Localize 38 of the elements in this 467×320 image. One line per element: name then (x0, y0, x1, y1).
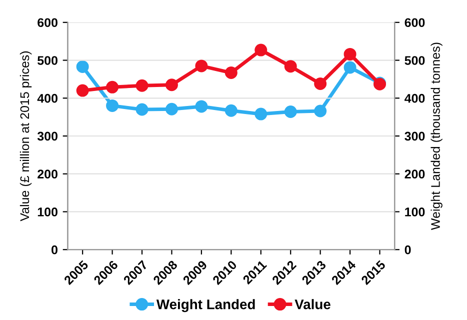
point (106, 80, 119, 94)
point (284, 106, 297, 118)
y2-tick-label: 500 (404, 56, 425, 65)
y2-tick-label: 200 (404, 170, 425, 179)
point (136, 103, 148, 116)
point (314, 104, 327, 118)
point (224, 104, 238, 117)
y2-axis-title: Weight Landed (thousand tonnes) (430, 42, 442, 230)
point (284, 60, 297, 73)
point (224, 66, 238, 80)
y2-tick-label: 100 (405, 208, 425, 216)
y2-tick-label: 0 (404, 245, 411, 254)
point (106, 99, 119, 112)
y-tick-label: 400 (37, 94, 58, 103)
point (165, 78, 178, 92)
point (254, 44, 268, 56)
point (76, 60, 89, 73)
point (165, 102, 178, 116)
point (344, 61, 356, 74)
y2-tick-label: 600 (404, 18, 425, 28)
point (195, 100, 208, 113)
y-tick-label: 500 (38, 56, 58, 65)
y-tick-label: 100 (38, 208, 58, 216)
y-tick-label: 600 (38, 18, 58, 28)
legend-label: Weight Landed (156, 299, 255, 312)
point (314, 77, 327, 90)
point (344, 48, 356, 60)
legend-label: Value (294, 299, 330, 310)
y-tick-label: 0 (52, 245, 58, 254)
point (254, 108, 268, 120)
point (195, 60, 208, 72)
y-tick-label: 300 (37, 132, 58, 141)
point (76, 84, 89, 97)
y2-tick-label: 300 (404, 132, 425, 141)
y-tick-label: 200 (38, 170, 58, 179)
y2-tick-label: 400 (404, 94, 425, 103)
y-axis-title: Value (£ million at 2015 prices) (20, 51, 32, 222)
point (136, 79, 148, 92)
